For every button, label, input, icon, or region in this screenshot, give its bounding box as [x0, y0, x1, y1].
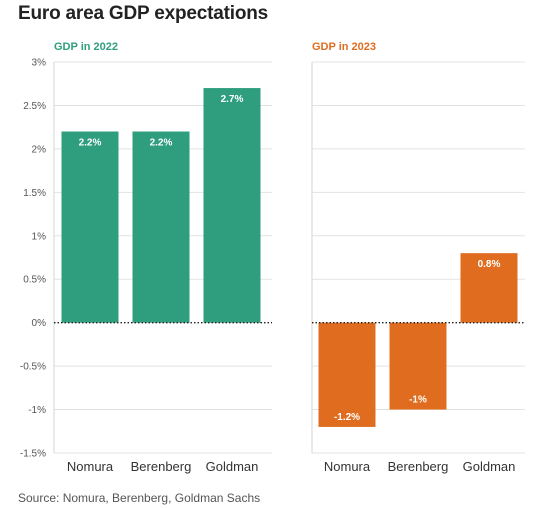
- bar-berenberg-0: [132, 131, 190, 323]
- y-tick-label: 1%: [32, 231, 47, 242]
- y-tick-label: -1.5%: [20, 449, 46, 460]
- bar-nomura-1: [318, 322, 376, 427]
- source-note: Source: Nomura, Berenberg, Goldman Sachs: [18, 491, 261, 505]
- y-tick-label: 2%: [32, 144, 47, 155]
- bar-goldman-0: [203, 88, 261, 323]
- y-tick-label: -1%: [28, 405, 46, 416]
- bar-nomura-0: [61, 131, 119, 323]
- y-tick-label: 3%: [32, 58, 47, 69]
- y-tick-label: 0.5%: [23, 275, 46, 286]
- label-layer: 3% 2.5% 2% 1.5% 1% 0.5% 0% -0.5% -1% -1.5% GDP in …: [20, 41, 525, 474]
- bar-layer: [61, 88, 518, 427]
- data-label: -1.2%: [334, 412, 360, 423]
- category-label: Goldman: [206, 459, 259, 474]
- category-label: Goldman: [463, 459, 516, 474]
- y-tick-label: -0.5%: [20, 362, 46, 373]
- category-label: Nomura: [324, 459, 371, 474]
- grid-layer: [53, 61, 525, 454]
- category-label: Nomura: [67, 459, 114, 474]
- bar-berenberg-1: [389, 322, 447, 410]
- category-label: Berenberg: [131, 459, 192, 474]
- panel-title-0: GDP in 2022: [54, 41, 118, 53]
- data-label: 2.7%: [221, 94, 244, 105]
- category-label: Berenberg: [388, 459, 449, 474]
- data-label: -1%: [409, 395, 427, 406]
- data-label: 2.2%: [150, 138, 173, 149]
- y-tick-label: 2.5%: [23, 101, 46, 112]
- data-label: 0.8%: [478, 259, 501, 270]
- bar-goldman-1: [460, 253, 518, 323]
- panel-title-1: GDP in 2023: [312, 41, 376, 53]
- y-tick-label: 1.5%: [23, 188, 46, 199]
- y-tick-label: 0%: [32, 318, 47, 329]
- chart-title: Euro area GDP expectations: [18, 3, 268, 24]
- data-label: 2.2%: [79, 138, 102, 149]
